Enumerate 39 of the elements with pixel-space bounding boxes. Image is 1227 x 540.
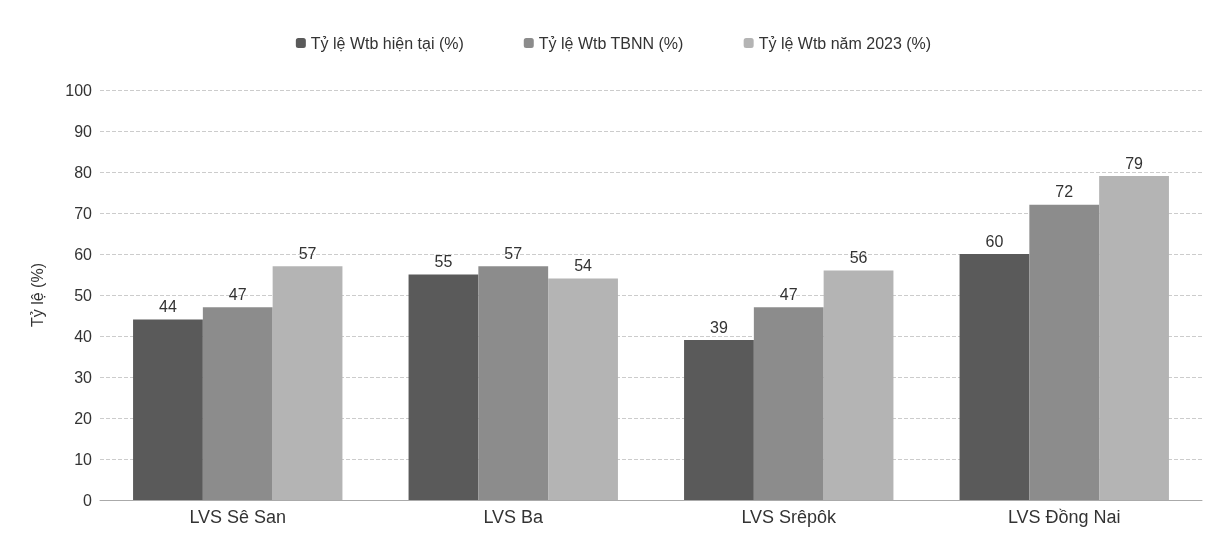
data-label: 47 [779, 285, 798, 303]
data-label: 54 [574, 257, 593, 275]
y-tick-label: 90 [74, 122, 93, 140]
bar [684, 340, 754, 500]
data-label: 57 [504, 244, 523, 262]
bar [478, 266, 549, 500]
data-label: 44 [159, 298, 177, 316]
bar [202, 307, 273, 500]
data-label: 47 [228, 285, 247, 303]
legend-label: Tỷ lệ Wtb hiện tại (%) [310, 34, 464, 52]
y-tick-label: 0 [83, 491, 93, 509]
y-tick-label: 20 [74, 409, 93, 427]
x-tick-label: LVS Đồng Nai [1007, 507, 1121, 527]
data-label: 55 [434, 253, 453, 270]
x-tick-label: LVS Sê San [189, 507, 287, 527]
y-tick-label: 60 [74, 245, 93, 263]
bar [133, 319, 203, 500]
bar [959, 254, 1030, 500]
bar [1029, 204, 1100, 500]
bar [753, 307, 824, 500]
data-label: 56 [849, 248, 868, 266]
y-tick-label: 50 [74, 286, 93, 304]
data-label: 60 [985, 232, 1004, 250]
bar [408, 274, 479, 500]
x-tick-label: LVS Ba [483, 507, 545, 527]
data-label: 72 [1055, 183, 1074, 201]
data-label: 79 [1125, 154, 1144, 172]
x-tick-label: LVS Srêpôk [741, 507, 838, 527]
y-tick-label: 80 [74, 163, 93, 181]
y-tick-label: 30 [74, 368, 93, 386]
y-axis-title: Tỷ lệ (%) [28, 263, 46, 327]
data-label: 57 [298, 244, 317, 262]
legend-label: Tỷ lệ Wtb năm 2023 (%) [758, 34, 932, 52]
y-tick-label: 40 [74, 327, 93, 345]
y-tick-label: 70 [74, 204, 93, 222]
y-tick-label: 10 [74, 450, 93, 468]
data-label: 39 [710, 318, 728, 336]
y-tick-label: 100 [65, 81, 93, 99]
legend-label: Tỷ lệ Wtb TBNN (%) [538, 34, 684, 52]
